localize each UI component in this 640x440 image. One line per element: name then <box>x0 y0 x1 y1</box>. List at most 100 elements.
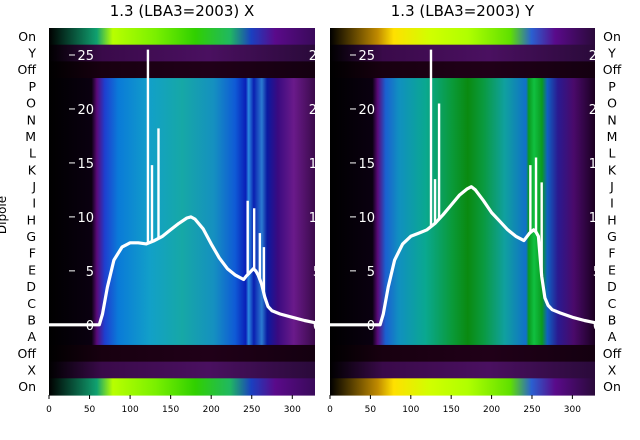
row-label-x: X <box>27 362 36 377</box>
heatmap-row-n <box>49 111 315 129</box>
row-label-f: F <box>29 246 36 261</box>
row-label-h: H <box>607 212 616 227</box>
heatmap-row-l <box>49 144 315 163</box>
chart-title: 1.3 (LBA3=2003) Y <box>391 2 535 20</box>
heatmap-row-o <box>49 94 315 113</box>
row-label-e: E <box>28 262 36 277</box>
x-tick-label: 0 <box>46 405 52 415</box>
overlay-tick-label: 5 <box>367 265 375 280</box>
overlay-tick-label-right: 15 <box>309 157 326 172</box>
overlay-tick-label-right: 10 <box>589 211 606 226</box>
row-label-y: Y <box>607 46 616 61</box>
row-label-k: K <box>608 162 617 177</box>
row-label-o: O <box>26 96 36 111</box>
overlay-line <box>49 215 316 327</box>
x-tick-label: 300 <box>284 405 301 415</box>
heatmap-row-j <box>330 178 595 196</box>
heatmap-row-a <box>330 328 595 346</box>
heatmap-row-d <box>330 278 595 296</box>
row-label-on: On <box>18 29 36 44</box>
heatmap-row-p <box>49 78 315 96</box>
row-label-f: F <box>608 246 615 261</box>
row-label-d: D <box>26 279 36 294</box>
heatmap-row-on <box>330 28 595 46</box>
x-tick-label: 150 <box>162 405 179 415</box>
heatmap-row-on <box>49 28 315 46</box>
overlay-tick-label-right: 5 <box>313 265 321 280</box>
row-label-off: Off <box>603 62 622 77</box>
heatmap-row-e <box>330 261 595 279</box>
x-tick-label: 50 <box>365 405 377 415</box>
row-label-h: H <box>27 212 36 227</box>
row-label-d: D <box>607 279 617 294</box>
x-tick-label: 50 <box>84 405 96 415</box>
heatmap-row-x <box>49 361 315 379</box>
row-label-m: M <box>607 129 618 144</box>
row-label-l: L <box>29 146 36 161</box>
row-label-j: J <box>609 179 614 194</box>
x-tick-label: 250 <box>523 405 540 415</box>
heatmap-row-g <box>330 228 595 246</box>
overlay-tick-label-right: 25 <box>309 49 326 64</box>
overlay-tick-label-right: 10 <box>309 211 326 226</box>
heatmap-row-m <box>330 128 595 146</box>
row-label-g: G <box>607 229 617 244</box>
row-label-c: C <box>27 296 36 311</box>
heatmap-row-o <box>330 94 595 113</box>
heatmap-row-k <box>330 161 595 179</box>
heatmap-row-off <box>330 344 595 363</box>
row-label-l: L <box>609 146 616 161</box>
heatmap-row-b <box>49 311 315 329</box>
overlay-tick-label-right: 0 <box>313 319 321 334</box>
overlay-tick-label-right: 25 <box>589 49 606 64</box>
x-tick-label: 100 <box>402 405 419 415</box>
row-label-off: Off <box>18 346 37 361</box>
overlay-tick-label-right: 20 <box>309 103 326 118</box>
x-tick-label: 100 <box>122 405 139 415</box>
row-label-off: Off <box>603 346 622 361</box>
row-label-o: O <box>607 96 617 111</box>
row-label-on: On <box>18 379 36 394</box>
heatmap-row-f <box>49 244 315 263</box>
heatmap-row-a <box>49 328 315 346</box>
row-label-off: Off <box>18 62 37 77</box>
overlay-tick-label-right: 20 <box>589 103 606 118</box>
heatmap-row-y <box>330 44 595 62</box>
row-label-n: N <box>607 112 616 127</box>
row-label-on: On <box>603 29 621 44</box>
heatmap-row-off <box>49 61 315 79</box>
overlay-tick-label: 20 <box>358 103 375 118</box>
x-tick-label: 300 <box>564 405 581 415</box>
heatmap-row-i <box>49 194 315 213</box>
overlay-tick-label: 15 <box>77 157 94 172</box>
overlay-tick-label: 25 <box>358 49 375 64</box>
row-label-n: N <box>27 112 36 127</box>
overlay-tick-label: 20 <box>77 103 94 118</box>
row-label-p: P <box>28 79 36 94</box>
row-label-a: A <box>608 329 617 344</box>
chart-title: 1.3 (LBA3=2003) X <box>110 2 255 20</box>
row-label-i: I <box>610 196 614 211</box>
row-label-y: Y <box>27 46 36 61</box>
x-tick-label: 200 <box>203 405 220 415</box>
row-label-j: J <box>31 179 36 194</box>
heatmap-row-m <box>49 128 315 146</box>
heatmap-row-i <box>330 194 595 213</box>
heatmap-row-off <box>49 344 315 363</box>
heatmap-row-c <box>330 294 595 313</box>
row-label-x: X <box>608 362 617 377</box>
x-tick-label: 0 <box>327 405 333 415</box>
heatmap-row-p <box>330 78 595 96</box>
overlay-tick-label-right: 0 <box>593 319 601 334</box>
row-label-i: I <box>32 196 36 211</box>
heatmap-row-b <box>330 311 595 329</box>
heatmap-row-j <box>49 178 315 196</box>
row-label-b: B <box>27 312 36 327</box>
heatmap-row-on <box>330 378 595 396</box>
overlay-tick-label: 25 <box>77 49 94 64</box>
overlay-tick-label-right: 15 <box>589 157 606 172</box>
row-label-k: K <box>28 162 37 177</box>
overlay-tick-label: 10 <box>77 211 94 226</box>
